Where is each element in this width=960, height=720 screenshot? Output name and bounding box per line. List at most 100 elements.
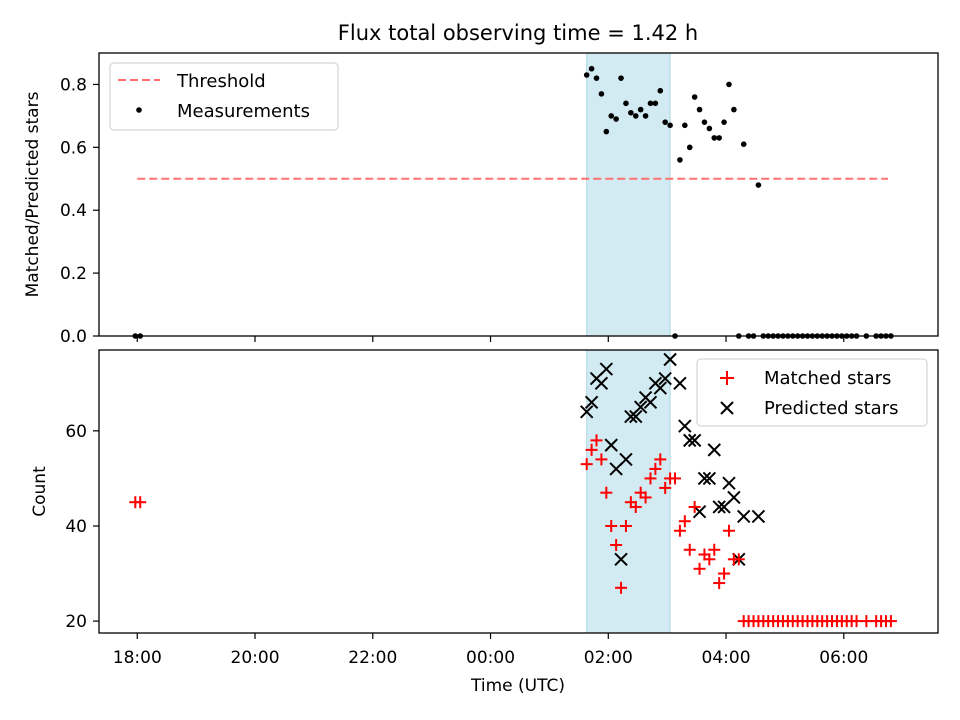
top-highlight-span	[586, 53, 671, 336]
measurement-point	[721, 119, 727, 125]
top-ytick-label: 0.4	[60, 201, 87, 221]
matched-star-point	[678, 515, 691, 528]
predicted-star-point	[653, 381, 668, 395]
bottom-panel: 20 40 60 18:00 20:00 22:00 00:00 02:00 04:00 06:…	[30, 349, 939, 696]
bottom-ytick-label: 40	[65, 517, 87, 537]
matched-star-point	[580, 458, 593, 471]
top-ytick-label: 0.2	[60, 264, 87, 284]
x-tick-label: 00:00	[466, 648, 515, 668]
top-plot-frame	[98, 52, 939, 337]
top-legend-box	[109, 62, 339, 131]
measurement-point	[691, 94, 698, 100]
x-tick-label: 18:00	[113, 648, 162, 668]
predicted-star-point	[619, 452, 633, 467]
matched-star-point	[600, 486, 613, 499]
predicted-star-point	[702, 471, 717, 486]
measurement-point	[598, 91, 605, 97]
top-legend: Threshold Measurements	[109, 62, 339, 131]
matched-star-point	[673, 524, 686, 537]
predicted-star-point	[683, 433, 697, 448]
top-ytick-label: 0.8	[60, 75, 87, 95]
measurement-point	[613, 116, 619, 122]
measurement-point	[731, 106, 737, 113]
measurement-point	[642, 113, 649, 119]
predicted-star-point	[727, 490, 741, 505]
predicted-star-point	[712, 500, 726, 514]
measurement-point	[647, 100, 654, 107]
matched-star-point	[615, 581, 628, 594]
bottom-legend: Matched stars Predicted stars	[696, 358, 928, 427]
measurement-point	[682, 122, 688, 129]
predicted-star-point	[633, 400, 648, 414]
measurement-point	[583, 72, 590, 78]
x-axis-label: Time (UTC)	[470, 676, 565, 696]
predicted-star-point	[579, 405, 594, 419]
matched-star-point	[629, 500, 642, 513]
measurement-point	[701, 119, 708, 125]
matched-legend-label: Matched stars	[764, 368, 891, 389]
x-tick-label: 06:00	[819, 648, 868, 668]
predicted-star-point	[736, 509, 751, 524]
predicted-star-point	[673, 376, 687, 391]
predicted-star-point	[604, 438, 618, 452]
measurement-point	[711, 135, 718, 141]
measurement-point	[657, 87, 664, 94]
predicted-star-point	[629, 409, 643, 424]
measurement-point	[755, 182, 762, 188]
matched-star-point	[884, 615, 897, 628]
predicted-legend-swatch	[720, 401, 734, 415]
matched-star-point	[644, 472, 657, 485]
bottom-plot-frame	[98, 349, 939, 634]
bottom-ytick-label: 60	[65, 422, 87, 442]
matched-star-point	[654, 453, 667, 466]
bottom-highlight-span	[586, 350, 671, 633]
bottom-legend-box	[696, 358, 928, 427]
top-panel: Flux total observing time = 1.42 h 0.0 0.…	[23, 21, 939, 347]
matched-star-point	[619, 519, 632, 532]
measurement-point	[588, 65, 595, 72]
predicted-star-point	[643, 395, 658, 410]
measurement-point	[706, 125, 713, 132]
x-tick-label: 02:00	[584, 648, 633, 668]
matched-star-point	[718, 567, 731, 580]
matched-legend-swatch	[720, 371, 734, 385]
predicted-star-point	[663, 352, 677, 367]
matched-star-point	[639, 491, 652, 504]
matched-star-point	[605, 519, 618, 532]
measurements-legend-swatch	[136, 107, 142, 113]
top-ytick-label: 0.6	[60, 138, 87, 158]
measurement-point	[740, 141, 747, 147]
measurements-legend-label: Measurements	[177, 101, 310, 122]
measurement-point	[716, 135, 722, 141]
chart-title: Flux total observing time = 1.42 h	[338, 21, 698, 45]
matched-star-point	[585, 443, 598, 456]
matched-star-point	[590, 434, 603, 447]
predicted-star-point	[722, 476, 736, 490]
predicted-star-point	[697, 471, 712, 486]
matched-star-point	[713, 577, 726, 590]
bottom-ytick-label: 20	[65, 612, 87, 632]
predicted-star-point	[678, 419, 692, 433]
threshold-legend-label: Threshold	[176, 71, 266, 92]
matched-star-point	[134, 496, 147, 509]
measurement-point	[726, 81, 732, 88]
predicted-star-point	[594, 376, 609, 391]
measurement-point	[623, 100, 629, 107]
matched-star-point	[708, 543, 721, 556]
predicted-star-point	[658, 371, 672, 386]
matched-star-point	[669, 472, 682, 485]
measurement-point	[618, 75, 624, 81]
predicted-star-point	[707, 443, 721, 457]
predicted-star-point	[599, 362, 614, 376]
matched-star-point	[693, 562, 706, 575]
predicted-star-point	[584, 395, 599, 410]
measurement-point	[667, 122, 673, 129]
matched-star-point	[703, 553, 716, 566]
matched-star-point	[683, 543, 696, 556]
measurement-point	[637, 106, 644, 113]
measurement-point	[628, 109, 634, 116]
top-y-axis-label: Matched/Predicted stars	[23, 91, 43, 297]
matched-star-point	[688, 500, 701, 513]
x-tick-label: 22:00	[348, 648, 397, 668]
